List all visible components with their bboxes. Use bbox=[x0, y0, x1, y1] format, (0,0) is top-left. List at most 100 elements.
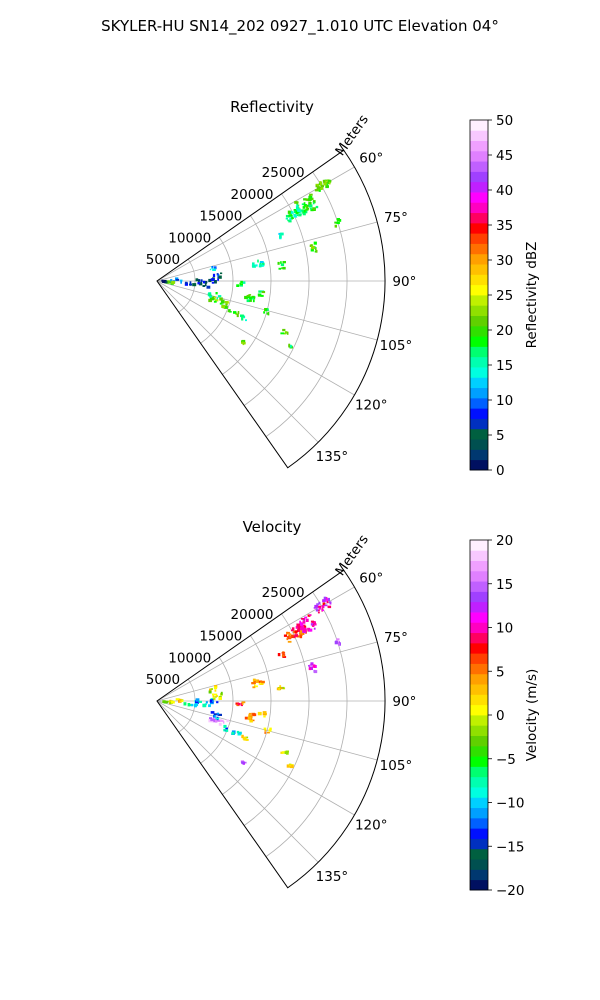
echo-gate bbox=[221, 305, 225, 308]
colorbar-segment bbox=[470, 715, 488, 726]
echo-gate bbox=[268, 729, 272, 732]
colorbar-segment bbox=[470, 192, 488, 203]
echo-gate bbox=[327, 597, 330, 601]
azimuth-tick-label: 60° bbox=[359, 150, 383, 166]
echo-gate bbox=[315, 185, 318, 188]
colorbar-tick-label: 15 bbox=[496, 577, 513, 593]
colorbar-segment bbox=[470, 756, 488, 767]
azimuth-tick-label: 90° bbox=[392, 274, 416, 290]
echo-gate bbox=[303, 198, 307, 201]
echo-gate bbox=[324, 604, 328, 607]
echo-gate bbox=[318, 189, 321, 192]
colorbar-segment bbox=[470, 130, 488, 141]
panel-title: Reflectivity bbox=[230, 98, 314, 116]
colorbar-tick-label: −15 bbox=[496, 839, 525, 855]
echo-gate bbox=[263, 715, 266, 718]
echo-gate bbox=[216, 712, 219, 715]
echo-gate bbox=[195, 700, 199, 704]
echo-gate bbox=[293, 210, 297, 214]
figure-title: SKYLER-HU SN14_202 0927_1.010 UTC Elevat… bbox=[101, 17, 499, 36]
colorbar-label: Velocity (m/s) bbox=[524, 669, 540, 762]
echo-gate bbox=[297, 209, 301, 212]
echo-gate bbox=[304, 625, 307, 629]
echo-gate bbox=[226, 719, 229, 723]
colorbar-segment bbox=[470, 284, 488, 296]
echo-gate bbox=[305, 208, 309, 211]
range-tick-label: 20000 bbox=[231, 187, 274, 203]
echo-gate bbox=[293, 636, 296, 639]
echo-gate bbox=[323, 183, 327, 186]
range-tick-label: 5000 bbox=[146, 672, 180, 688]
echo-gate bbox=[217, 276, 220, 279]
echo-gate bbox=[288, 214, 293, 217]
echo-gate bbox=[291, 634, 294, 638]
echo-gate bbox=[299, 635, 303, 639]
range-ring bbox=[265, 171, 348, 437]
echo-gate bbox=[218, 713, 222, 716]
echo-gate bbox=[327, 605, 332, 609]
echo-gate bbox=[195, 698, 200, 702]
colorbar: −20 −15 −10 −5 0 5 10 15 20 Velocity (m/s) bbox=[469, 533, 540, 899]
echo-gate bbox=[245, 736, 249, 739]
colorbar-segment bbox=[470, 550, 488, 561]
echo-cluster bbox=[210, 711, 222, 721]
echo-gate bbox=[298, 213, 302, 217]
panel-title: Velocity bbox=[243, 518, 302, 536]
echo-gate bbox=[190, 703, 194, 707]
echo-gate bbox=[280, 332, 285, 335]
echo-gate bbox=[304, 616, 308, 619]
echo-gate bbox=[296, 208, 301, 211]
colorbar-segment bbox=[470, 264, 488, 275]
azimuth-tick-label: 105° bbox=[380, 758, 413, 774]
echo-gate bbox=[240, 314, 244, 318]
echo-gate bbox=[282, 328, 286, 332]
echo-gate bbox=[219, 302, 223, 305]
azimuth-spoke bbox=[156, 700, 355, 816]
echo-gate bbox=[299, 622, 304, 626]
echo-cluster bbox=[280, 328, 289, 335]
echo-gate bbox=[293, 216, 298, 218]
echo-gate bbox=[280, 751, 284, 754]
echo-gate bbox=[212, 695, 215, 698]
echo-gate bbox=[317, 611, 320, 614]
echo-gate bbox=[266, 731, 270, 734]
echo-gate bbox=[242, 281, 246, 284]
echo-gate bbox=[215, 719, 218, 723]
echo-gate bbox=[315, 249, 318, 253]
echo-gate bbox=[322, 599, 326, 603]
colorbar-tick-label: −20 bbox=[496, 883, 525, 899]
colorbar-segment bbox=[470, 673, 488, 685]
echo-gate bbox=[217, 278, 219, 281]
echo-gate bbox=[249, 715, 253, 718]
echo-gate bbox=[281, 267, 285, 269]
echo-gate bbox=[244, 716, 249, 720]
colorbar-tick-label: 40 bbox=[496, 183, 513, 199]
echo-gate bbox=[299, 633, 303, 637]
echo-gate bbox=[237, 311, 240, 315]
echo-gate bbox=[306, 204, 309, 207]
range-tick-label: 5000 bbox=[146, 252, 180, 268]
echo-cluster bbox=[283, 627, 305, 643]
echo-gate bbox=[212, 268, 216, 271]
echo-gate bbox=[294, 634, 299, 637]
echo-gate bbox=[202, 280, 206, 284]
panel-reflectivity: Reflectivity500010000150002000025000Mete… bbox=[146, 98, 540, 479]
echo-gate bbox=[309, 664, 313, 667]
echo-cluster bbox=[195, 278, 217, 284]
echo-gate bbox=[212, 700, 214, 702]
echo-cluster bbox=[313, 596, 332, 614]
echo-gate bbox=[165, 700, 168, 704]
echo-cluster bbox=[241, 734, 249, 741]
colorbar-segment bbox=[470, 295, 488, 306]
azimuth-tick-label: 105° bbox=[380, 338, 413, 354]
echo-gate bbox=[303, 204, 307, 207]
echo-gate bbox=[263, 311, 266, 314]
echo-gate bbox=[302, 621, 306, 624]
echo-gate bbox=[313, 670, 318, 674]
echo-cluster bbox=[334, 638, 341, 646]
echo-gate bbox=[243, 736, 247, 739]
colorbar-segment bbox=[470, 449, 488, 461]
echo-gate bbox=[286, 637, 289, 641]
range-tick-label: 25000 bbox=[262, 585, 305, 601]
echo-gate bbox=[252, 262, 255, 265]
